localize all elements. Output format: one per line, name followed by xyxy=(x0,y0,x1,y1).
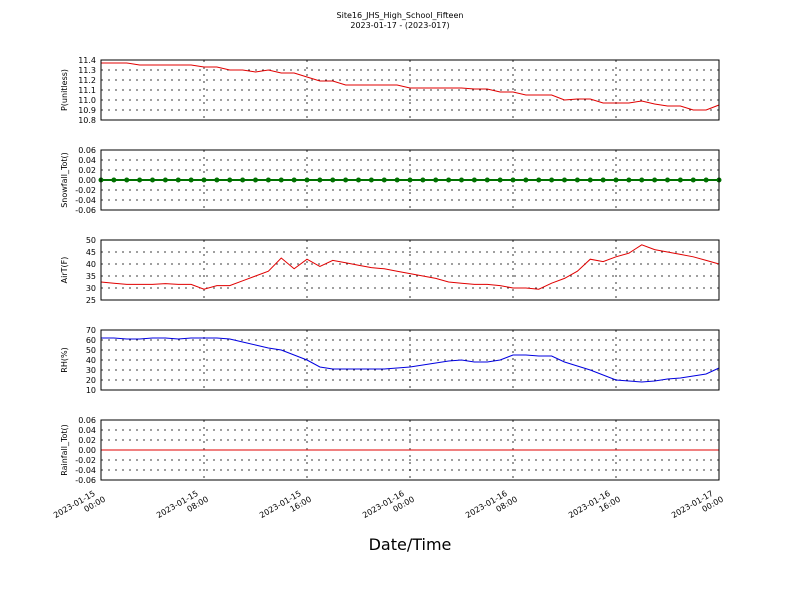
series-marker xyxy=(613,177,619,183)
y-tick-label: 0.06 xyxy=(78,416,96,425)
y-axis-label: AirT(F) xyxy=(60,257,69,284)
plot-frame xyxy=(100,329,720,391)
series-marker xyxy=(587,177,593,183)
y-tick-label: 50 xyxy=(86,346,96,355)
y-tick-label: 10 xyxy=(86,386,96,395)
series-marker xyxy=(214,177,220,183)
plot-frame xyxy=(100,419,720,481)
series-marker xyxy=(150,177,155,183)
series-line xyxy=(101,337,720,383)
series-marker xyxy=(484,177,490,183)
series-marker xyxy=(471,177,477,183)
y-tick-label: 40 xyxy=(86,260,96,269)
series-marker xyxy=(665,177,670,183)
y-tick-label: 50 xyxy=(86,236,96,245)
y-tick-label: 0.00 xyxy=(78,176,96,185)
series-marker xyxy=(600,177,606,183)
y-tick-label: -0.02 xyxy=(75,186,96,195)
y-tick-label: 10.9 xyxy=(78,106,96,115)
series-line xyxy=(100,244,720,290)
series-marker xyxy=(278,177,284,183)
y-tick-label: 20 xyxy=(86,376,96,385)
series-marker xyxy=(407,177,413,183)
y-tick-label: -0.04 xyxy=(75,466,96,475)
series-marker xyxy=(652,177,658,183)
series-marker xyxy=(201,177,207,183)
series-marker xyxy=(317,177,323,183)
series-marker xyxy=(433,177,439,183)
plot-frame xyxy=(100,239,720,301)
series-marker xyxy=(137,177,143,183)
series-marker xyxy=(111,177,117,183)
series-marker xyxy=(549,177,555,183)
y-tick-label: 0.00 xyxy=(78,446,96,455)
chart-title: Site16_JHS_High_School_Fifteen xyxy=(337,11,464,20)
series-marker xyxy=(690,177,696,183)
y-tick-label: 60 xyxy=(86,336,96,345)
series-marker xyxy=(639,177,645,183)
series-marker xyxy=(536,177,542,183)
series-marker xyxy=(626,177,632,183)
y-tick-label: 11.4 xyxy=(78,56,96,65)
series-marker xyxy=(574,177,580,183)
y-tick-label: 70 xyxy=(86,326,96,335)
y-axis-label: P(unitless) xyxy=(60,69,69,111)
y-tick-label: 11.2 xyxy=(78,76,96,85)
series-marker xyxy=(497,177,503,183)
y-tick-label: 30 xyxy=(86,366,96,375)
y-axis-label: Rainfall_Tot() xyxy=(60,424,69,476)
series-marker xyxy=(381,177,387,183)
series-marker xyxy=(175,177,181,183)
series-marker xyxy=(562,177,567,183)
series-marker xyxy=(446,177,452,183)
y-axis-label: Snowfall_Tot() xyxy=(60,152,69,208)
series-marker xyxy=(510,177,516,183)
series-marker xyxy=(162,177,168,183)
series-marker xyxy=(227,177,233,183)
series-marker xyxy=(459,177,464,183)
y-tick-label: 30 xyxy=(86,284,96,293)
y-tick-label: -0.06 xyxy=(75,476,96,485)
series-marker xyxy=(356,177,361,183)
series-marker xyxy=(291,177,297,183)
y-tick-label: 11.3 xyxy=(78,66,96,75)
series-marker xyxy=(304,177,310,183)
y-tick-label: 0.02 xyxy=(78,166,96,175)
series-marker xyxy=(330,177,336,183)
y-tick-label: 11.0 xyxy=(78,96,96,105)
y-tick-label: -0.04 xyxy=(75,196,96,205)
series-marker xyxy=(240,177,246,183)
series-marker xyxy=(523,177,529,183)
y-tick-label: 0.04 xyxy=(78,426,96,435)
chart-subtitle: 2023-01-17 - (2023-017) xyxy=(350,21,449,30)
series-marker xyxy=(420,177,426,183)
x-axis-label: Date/Time xyxy=(369,535,452,554)
series-marker xyxy=(703,177,709,183)
y-tick-label: -0.06 xyxy=(75,206,96,215)
series-marker xyxy=(394,177,400,183)
y-tick-label: 0.06 xyxy=(78,146,96,155)
plot-frame xyxy=(100,59,720,121)
series-marker xyxy=(124,177,130,183)
y-tick-label: 0.02 xyxy=(78,436,96,445)
series-marker xyxy=(368,177,374,183)
series-marker xyxy=(265,177,271,183)
y-tick-label: 11.1 xyxy=(78,86,96,95)
y-tick-label: 35 xyxy=(86,272,96,281)
series-marker xyxy=(188,177,194,183)
y-tick-label: 10.8 xyxy=(78,116,96,125)
y-axis-label: RH(%) xyxy=(60,347,69,372)
y-tick-label: 25 xyxy=(86,296,96,305)
series-marker xyxy=(677,177,683,183)
y-tick-label: 45 xyxy=(86,248,96,257)
y-tick-label: 0.04 xyxy=(78,156,96,165)
series-marker xyxy=(343,177,349,183)
y-tick-label: -0.02 xyxy=(75,456,96,465)
y-tick-label: 40 xyxy=(86,356,96,365)
series-line xyxy=(101,62,720,111)
plot-frame xyxy=(100,149,720,211)
series-marker xyxy=(253,177,258,183)
